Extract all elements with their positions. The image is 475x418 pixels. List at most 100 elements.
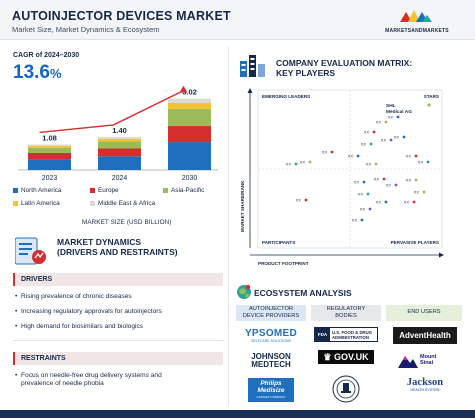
bar-segment bbox=[98, 136, 141, 139]
highlight-company-line1: SHL bbox=[386, 103, 396, 109]
ypsomed-logo[interactable]: YPSOMED SELFCARE SOLUTIONS bbox=[236, 328, 306, 343]
cagr-label: CAGR of 2024–2030 bbox=[13, 52, 80, 59]
mountain-icon bbox=[398, 356, 418, 368]
player-label: XX bbox=[414, 190, 420, 195]
player-label: XX bbox=[348, 154, 354, 159]
jnj-line2: MEDTECH bbox=[251, 360, 291, 369]
restraints-heading: RESTRAINTS bbox=[13, 352, 223, 365]
legend-item: Latin America bbox=[13, 200, 60, 207]
section-divider bbox=[13, 340, 223, 341]
player-label: XX bbox=[376, 120, 382, 125]
ypsomed-wordmark: YPSOMED bbox=[244, 328, 298, 339]
player-label: XX bbox=[352, 218, 358, 223]
player-point bbox=[384, 120, 388, 124]
legend-label: Europe bbox=[98, 187, 119, 194]
player-label: XX bbox=[406, 154, 412, 159]
player-point bbox=[372, 130, 376, 134]
page-subtitle: Market Size, Market Dynamics & Ecosystem bbox=[12, 25, 160, 34]
fda-badge-icon: FDA bbox=[315, 328, 330, 341]
brand-mark-icon bbox=[400, 10, 432, 22]
cagr-value: 13.6% bbox=[13, 62, 62, 84]
brand-logo[interactable]: MARKETSANDMARKETS bbox=[372, 6, 462, 36]
bar-segment bbox=[28, 159, 71, 170]
y-axis-arrowhead bbox=[247, 88, 253, 93]
gov-uk-logo[interactable]: ♛ GOV.UK bbox=[318, 350, 374, 364]
player-label: XX bbox=[296, 198, 302, 203]
philips-line2: Medisize bbox=[257, 387, 285, 394]
legend-item: Europe bbox=[90, 187, 119, 194]
legend-label: Asia-Pacific bbox=[171, 187, 205, 194]
player-point bbox=[362, 180, 366, 184]
jnj-line1: JOHNSON bbox=[251, 352, 291, 361]
player-point bbox=[330, 150, 334, 154]
legend-swatch bbox=[90, 188, 95, 193]
legend-swatch bbox=[90, 201, 95, 206]
player-point bbox=[368, 207, 372, 211]
player-label: XX bbox=[286, 162, 292, 167]
company-evaluation-matrix: EMERGING LEADERS STARS PARTICIPANTS PERVASI… bbox=[240, 88, 444, 266]
brand-name: MARKETSANDMARKETS bbox=[385, 28, 449, 34]
jackson-tagline: HEALTH SYSTEM bbox=[410, 388, 440, 392]
philips-line3: A MOLEX COMPANY bbox=[256, 395, 286, 399]
jackson-health-logo[interactable]: Jackson HEALTH SYSTEM bbox=[393, 377, 457, 392]
bar-segment bbox=[98, 156, 141, 170]
philips-medisize-logo[interactable]: Philips Medisize A MOLEX COMPANY bbox=[248, 378, 294, 402]
trend-arrow bbox=[39, 89, 184, 134]
market-dynamics-title-line1: MARKET DYNAMICS bbox=[57, 237, 142, 247]
building-chart-icon bbox=[240, 55, 265, 77]
player-point bbox=[294, 162, 298, 166]
chart-xlabel: MARKET SIZE (USD BILLION) bbox=[82, 219, 172, 226]
bar-segment bbox=[28, 145, 71, 148]
player-label: XX bbox=[386, 183, 392, 188]
bar-segment bbox=[168, 126, 211, 143]
player-label: XX bbox=[322, 150, 328, 155]
market-dynamics-icon bbox=[15, 237, 46, 265]
player-point bbox=[369, 142, 373, 146]
x-tick-label: 2023 bbox=[42, 175, 58, 182]
player-label: XX bbox=[404, 200, 410, 205]
header-banner: AUTOINJECTOR DEVICES MARKET Market Size,… bbox=[0, 0, 475, 40]
quadrant-stars: STARS bbox=[424, 94, 439, 99]
restraint-item: Focus on needle-free drug delivery syste… bbox=[13, 372, 223, 388]
player-point bbox=[308, 160, 312, 164]
player-label: XX bbox=[300, 160, 306, 165]
player-label: XX bbox=[364, 130, 370, 135]
player-point bbox=[396, 115, 400, 119]
player-label: XX bbox=[366, 162, 372, 167]
bar-segment bbox=[98, 141, 141, 149]
bar-total-label: 1.08 bbox=[42, 133, 57, 142]
ecosystem-title: ECOSYSTEM ANALYSIS bbox=[254, 288, 352, 298]
eco-col-regulatory-bodies: REGULATORY BODIES bbox=[311, 305, 381, 321]
player-label: XX bbox=[381, 138, 387, 143]
legend-item: North America bbox=[13, 187, 62, 194]
bar-segment bbox=[28, 147, 71, 153]
cagr-number: 13.6 bbox=[13, 62, 50, 83]
legend-item: Asia-Pacific bbox=[163, 187, 204, 194]
x-tick-label: 2024 bbox=[112, 175, 128, 182]
eco-col-line: BODIES bbox=[335, 313, 357, 319]
market-dynamics-title: MARKET DYNAMICS (DRIVERS AND RESTRAINTS) bbox=[57, 237, 178, 257]
eco-col-device-providers: AUTOINJECTOR DEVICE PROVIDERS bbox=[236, 305, 306, 321]
company-eval-title-line1: COMPANY EVALUATION MATRIX: bbox=[276, 58, 413, 68]
gov-uk-wordmark: GOV.UK bbox=[333, 352, 369, 362]
player-point bbox=[394, 183, 398, 187]
fda-logo[interactable]: FDA U.S. FOOD & DRUG ADMINISTRATION bbox=[314, 327, 378, 342]
emblem-seal-icon[interactable] bbox=[332, 374, 360, 404]
player-label: XX bbox=[394, 135, 400, 140]
ecosystem-globe-icon bbox=[237, 284, 251, 299]
player-point bbox=[360, 218, 364, 222]
legend-label: Latin America bbox=[21, 200, 60, 207]
player-label: XX bbox=[388, 115, 394, 120]
quadrant-emerging-leaders: EMERGING LEADERS bbox=[262, 94, 310, 99]
player-label: XX bbox=[376, 200, 382, 205]
player-label: XX bbox=[406, 178, 412, 183]
mount-sinai-logo[interactable]: Mount Sinai bbox=[398, 352, 454, 372]
player-point bbox=[412, 200, 416, 204]
ypsomed-tagline: SELFCARE SOLUTIONS bbox=[251, 339, 291, 343]
company-eval-title: COMPANY EVALUATION MATRIX: KEY PLAYERS bbox=[276, 58, 412, 78]
player-label: XX bbox=[418, 160, 424, 165]
bar-total-label: 3.02 bbox=[182, 88, 197, 97]
driver-item: Increasing regulatory approvals for auto… bbox=[13, 308, 223, 316]
adventhealth-logo[interactable]: AdventHealth bbox=[393, 327, 457, 344]
johnson-medtech-logo[interactable]: JOHNSON MEDTECH bbox=[236, 353, 306, 369]
